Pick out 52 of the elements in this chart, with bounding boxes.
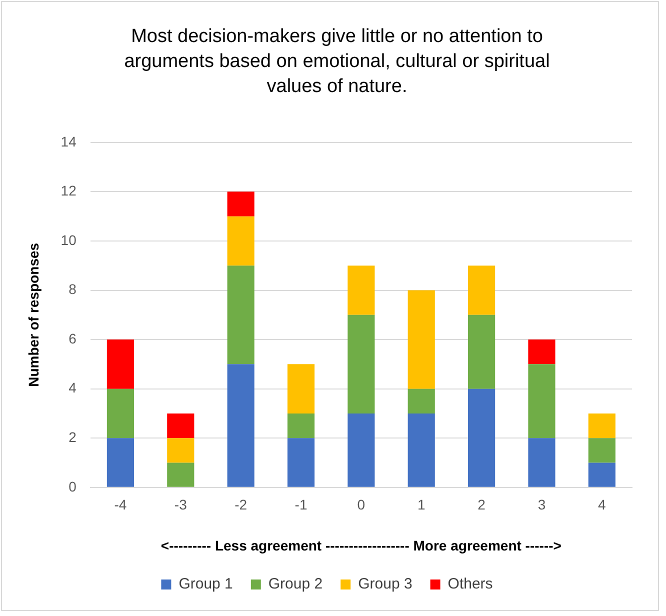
y-tick-label: 8: [68, 281, 77, 298]
chart-title: Most decision-makers give little or no attention to arguments based on emotional, cultural or spiritual values of nature.: [123, 25, 551, 99]
x-tick-label: 2: [478, 496, 486, 513]
legend-label: Group 2: [268, 576, 323, 593]
x-tick-label: -3: [174, 496, 188, 513]
bar: [408, 388, 435, 414]
bar: [348, 413, 375, 487]
bar: [106, 340, 134, 389]
y-tick-label: 10: [60, 232, 77, 248]
y-tick-label: 14: [60, 133, 77, 150]
bar: [468, 314, 496, 389]
bar: [528, 340, 556, 364]
bar: [408, 413, 435, 487]
x-tick-label: -1: [294, 496, 308, 513]
y-tick-label: 4: [68, 380, 77, 396]
bar: [227, 192, 254, 216]
bar: [408, 290, 435, 389]
bar: [348, 266, 375, 315]
bar: [167, 462, 194, 487]
bar: [468, 266, 496, 315]
x-tick-label: 3: [538, 496, 546, 513]
bar: [528, 438, 556, 487]
bar: [227, 216, 254, 266]
x-tick-label: -4: [114, 496, 127, 513]
legend-label: Others: [448, 576, 493, 593]
legend-label: Group 1: [178, 576, 233, 593]
x-tick-label: 1: [417, 496, 426, 513]
bar: [227, 266, 254, 364]
y-axis-title: Number of responses: [25, 242, 42, 387]
bar: [588, 413, 616, 438]
bar: [106, 388, 134, 438]
bar: [227, 364, 254, 487]
bar: [167, 413, 194, 438]
bar: [528, 364, 556, 438]
bar: [106, 438, 134, 487]
x-tick-label: -2: [234, 496, 248, 513]
bar: [588, 462, 616, 487]
x-tick-label: 4: [598, 496, 606, 513]
bar: [287, 364, 315, 414]
y-tick-label: 12: [60, 182, 77, 199]
x-axis-title: <--------- Less agreement ------------------ More agreement ------>: [160, 537, 562, 554]
bar: [468, 388, 496, 487]
legend-label: Group 3: [358, 576, 412, 593]
y-tick-label: 6: [68, 330, 77, 346]
y-tick-label: 0: [68, 478, 77, 494]
x-tick-label: 0: [357, 496, 366, 513]
bar: [167, 438, 194, 463]
bar: [287, 438, 315, 487]
bar: [348, 314, 375, 414]
bar: [287, 413, 315, 438]
bar: [588, 438, 616, 463]
y-tick-label: 2: [68, 428, 77, 445]
